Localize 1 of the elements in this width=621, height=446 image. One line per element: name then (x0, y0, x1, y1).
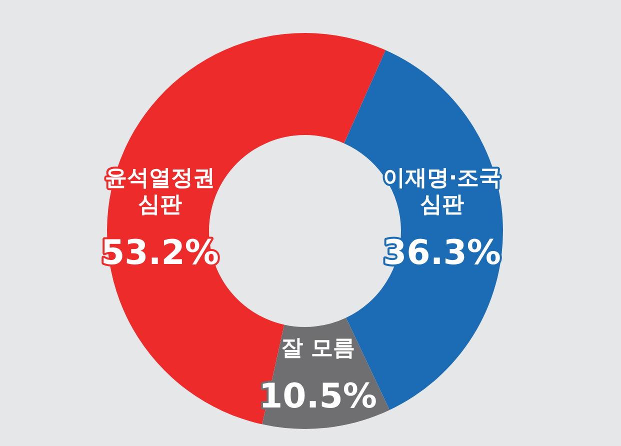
slice-label: 잘 모름 (281, 336, 355, 361)
